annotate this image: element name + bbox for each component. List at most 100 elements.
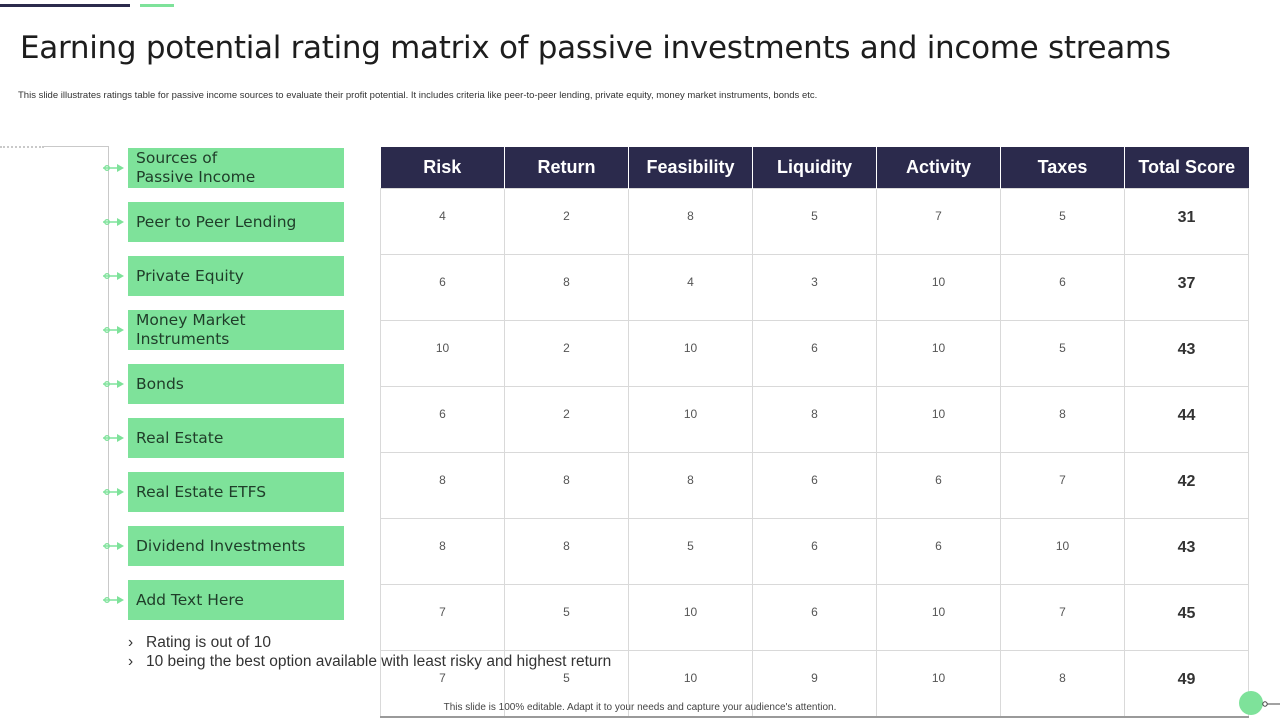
rating-cell: 8 xyxy=(380,518,505,585)
source-item: Peer to Peer Lending xyxy=(103,202,345,242)
rating-cell: 10 xyxy=(876,386,1001,453)
source-item: Money Market Instruments xyxy=(103,310,345,350)
rating-cell: 8 xyxy=(628,188,753,255)
column-header: Total Score xyxy=(1124,147,1249,189)
rating-cell: 10 xyxy=(628,320,753,387)
column-header: Return xyxy=(504,147,629,189)
source-item: Add Text Here xyxy=(103,580,345,620)
rating-cell: 6 xyxy=(876,452,1001,519)
arrow-connector-icon xyxy=(103,380,124,388)
rating-cell: 10 xyxy=(628,386,753,453)
rating-cell: 2 xyxy=(504,320,629,387)
source-item: Private Equity xyxy=(103,256,345,296)
source-item: Dividend Investments xyxy=(103,526,345,566)
table-row: 6 2 10 8 10 8 44 xyxy=(380,386,1249,453)
tree-vertical-line xyxy=(108,146,109,600)
rating-cell: 6 xyxy=(752,584,877,651)
table-row: 8 8 8 6 6 7 42 xyxy=(380,452,1249,519)
rating-cell: 10 xyxy=(876,254,1001,321)
rating-cell: 5 xyxy=(1000,188,1125,255)
rating-cell: 6 xyxy=(752,320,877,387)
arrow-connector-icon xyxy=(103,164,124,172)
source-label: Money Market Instruments xyxy=(128,310,344,350)
source-label: Sources of Passive Income xyxy=(128,148,344,188)
rating-cell: 7 xyxy=(876,188,1001,255)
notes: › Rating is out of 10 › 10 being the best … xyxy=(128,634,611,672)
rating-cell: 2 xyxy=(504,188,629,255)
rating-cell: 8 xyxy=(380,452,505,519)
rating-cell: 9 xyxy=(752,650,877,718)
arrow-connector-icon xyxy=(103,434,124,442)
rating-cell: 6 xyxy=(876,518,1001,585)
total-score-cell: 44 xyxy=(1124,386,1249,453)
rating-cell: 8 xyxy=(1000,386,1125,453)
table-row: 8 8 5 6 6 10 43 xyxy=(380,518,1249,585)
source-label-text: Private Equity xyxy=(136,266,244,285)
arrow-connector-icon xyxy=(103,218,124,226)
source-label-text: Dividend Investments xyxy=(136,536,306,555)
rating-cell: 8 xyxy=(504,518,629,585)
slide-title: Earning potential rating matrix of passi… xyxy=(20,30,1171,66)
arrow-connector-icon xyxy=(103,542,124,550)
rating-cell: 5 xyxy=(1000,320,1125,387)
chevron-right-icon: › xyxy=(128,634,134,651)
rating-cell: 6 xyxy=(1000,254,1125,321)
rating-cell: 10 xyxy=(1000,518,1125,585)
rating-cell: 6 xyxy=(752,452,877,519)
note-item: › Rating is out of 10 xyxy=(128,634,611,653)
total-score-cell: 37 xyxy=(1124,254,1249,321)
source-item: Bonds xyxy=(103,364,345,404)
source-label-text: Real Estate xyxy=(136,428,224,447)
total-score-cell: 49 xyxy=(1124,650,1249,718)
arrow-connector-icon xyxy=(103,272,124,280)
rating-cell: 10 xyxy=(876,650,1001,718)
rating-cell: 10 xyxy=(380,320,505,387)
sources-header-item: Sources of Passive Income xyxy=(103,148,345,188)
rating-cell: 6 xyxy=(380,254,505,321)
source-label: Add Text Here xyxy=(128,580,344,620)
rating-cell: 7 xyxy=(1000,584,1125,651)
column-header: Risk xyxy=(380,147,505,189)
tree-horizontal-line xyxy=(44,146,108,147)
source-label-text: Sources of Passive Income xyxy=(136,149,256,186)
rating-cell: 5 xyxy=(752,188,877,255)
table-row: 7 5 10 9 10 8 49 xyxy=(380,650,1249,718)
rating-cell: 8 xyxy=(504,254,629,321)
column-header: Feasibility xyxy=(628,147,753,189)
rating-cell: 7 xyxy=(1000,452,1125,519)
rating-cell: 10 xyxy=(628,584,753,651)
link-line-icon xyxy=(1262,701,1280,707)
source-label: Peer to Peer Lending xyxy=(128,202,344,242)
top-accent-bar-green xyxy=(140,4,174,7)
rating-cell: 3 xyxy=(752,254,877,321)
total-score-cell: 43 xyxy=(1124,518,1249,585)
rating-cell: 8 xyxy=(628,452,753,519)
source-label: Dividend Investments xyxy=(128,526,344,566)
rating-cell: 8 xyxy=(752,386,877,453)
column-header: Activity xyxy=(876,147,1001,189)
rating-cell: 10 xyxy=(628,650,753,718)
source-label-text: Real Estate ETFS xyxy=(136,482,267,501)
table-row: 7 5 10 6 10 7 45 xyxy=(380,584,1249,651)
chevron-right-icon: › xyxy=(128,653,134,670)
source-label-text: Money Market Instruments xyxy=(136,311,246,348)
footer-note: This slide is 100% editable. Adapt it to… xyxy=(443,702,837,713)
table-row: 4 2 8 5 7 5 31 xyxy=(380,188,1249,255)
decorative-circle-icon xyxy=(1239,691,1263,715)
column-header: Taxes xyxy=(1000,147,1125,189)
arrow-connector-icon xyxy=(103,488,124,496)
rating-cell: 8 xyxy=(1000,650,1125,718)
total-score-cell: 31 xyxy=(1124,188,1249,255)
table-body: 4 2 8 5 7 5 31 6 8 4 3 10 6 37 10 2 10 6 10 5 43 6 2 10 8 10 8 44 8 8… xyxy=(380,188,1249,718)
source-label: Real Estate ETFS xyxy=(128,472,344,512)
source-label-text: Bonds xyxy=(136,374,184,393)
total-score-cell: 42 xyxy=(1124,452,1249,519)
rating-cell: 4 xyxy=(628,254,753,321)
rating-matrix-table: Risk Return Feasibility Liquidity Activity Ta… xyxy=(380,147,1249,718)
rating-cell: 4 xyxy=(380,188,505,255)
total-score-cell: 45 xyxy=(1124,584,1249,651)
source-label: Private Equity xyxy=(128,256,344,296)
rating-cell: 5 xyxy=(628,518,753,585)
rating-cell: 10 xyxy=(876,584,1001,651)
source-item: Real Estate xyxy=(103,418,345,458)
